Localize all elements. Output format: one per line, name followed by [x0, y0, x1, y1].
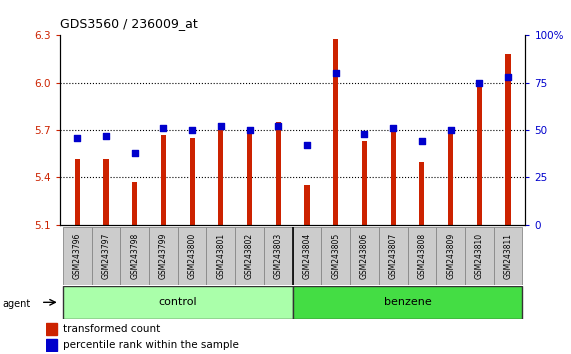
Text: agent: agent: [3, 299, 31, 309]
Point: [303, 142, 312, 148]
Bar: [264, 227, 292, 285]
Point: [159, 125, 168, 131]
Bar: [362, 141, 367, 225]
Point: [187, 127, 196, 133]
Bar: [218, 125, 223, 225]
Bar: [419, 162, 424, 225]
Bar: [207, 227, 235, 285]
Bar: [505, 54, 510, 225]
Text: GSM243796: GSM243796: [73, 233, 82, 279]
Text: GSM243802: GSM243802: [245, 233, 254, 279]
Point: [73, 135, 82, 141]
Point: [389, 125, 398, 131]
Text: transformed count: transformed count: [63, 324, 160, 334]
Text: GDS3560 / 236009_at: GDS3560 / 236009_at: [60, 17, 198, 30]
Text: GSM243806: GSM243806: [360, 233, 369, 279]
Text: GSM243804: GSM243804: [303, 233, 312, 279]
Bar: [247, 130, 252, 225]
Point: [101, 133, 110, 139]
Bar: [436, 227, 465, 285]
Bar: [63, 227, 91, 285]
Text: GSM243811: GSM243811: [504, 233, 513, 279]
Bar: [304, 185, 309, 225]
Bar: [333, 39, 338, 225]
Bar: [292, 286, 522, 319]
Text: benzene: benzene: [384, 297, 432, 307]
Bar: [91, 227, 120, 285]
Bar: [292, 227, 321, 285]
Point: [475, 80, 484, 86]
Text: percentile rank within the sample: percentile rank within the sample: [63, 339, 239, 350]
Text: GSM243808: GSM243808: [417, 233, 427, 279]
Bar: [132, 182, 137, 225]
Text: GSM243799: GSM243799: [159, 233, 168, 279]
Text: control: control: [158, 297, 197, 307]
Text: GSM243801: GSM243801: [216, 233, 226, 279]
Bar: [235, 227, 264, 285]
Bar: [465, 227, 494, 285]
Point: [130, 150, 139, 156]
Point: [331, 70, 340, 76]
Bar: [391, 130, 396, 225]
Bar: [477, 80, 482, 225]
Bar: [75, 159, 80, 225]
Bar: [149, 227, 178, 285]
Bar: [494, 227, 522, 285]
Text: GSM243798: GSM243798: [130, 233, 139, 279]
Text: GSM243807: GSM243807: [389, 233, 397, 279]
Point: [360, 131, 369, 137]
Bar: [46, 322, 57, 335]
Bar: [178, 227, 207, 285]
Bar: [379, 227, 408, 285]
Text: GSM243800: GSM243800: [188, 233, 196, 279]
Point: [417, 139, 427, 144]
Point: [216, 124, 226, 129]
Bar: [63, 286, 292, 319]
Bar: [161, 135, 166, 225]
Point: [446, 127, 455, 133]
Point: [504, 74, 513, 80]
Bar: [46, 338, 57, 350]
Text: GSM243810: GSM243810: [475, 233, 484, 279]
Bar: [321, 227, 350, 285]
Text: GSM243809: GSM243809: [446, 233, 455, 279]
Bar: [448, 130, 453, 225]
Bar: [350, 227, 379, 285]
Bar: [103, 159, 108, 225]
Text: GSM243797: GSM243797: [102, 233, 110, 279]
Point: [274, 124, 283, 129]
Text: GSM243803: GSM243803: [274, 233, 283, 279]
Bar: [190, 138, 195, 225]
Text: GSM243805: GSM243805: [331, 233, 340, 279]
Bar: [408, 227, 436, 285]
Point: [245, 127, 254, 133]
Bar: [120, 227, 149, 285]
Bar: [276, 122, 281, 225]
